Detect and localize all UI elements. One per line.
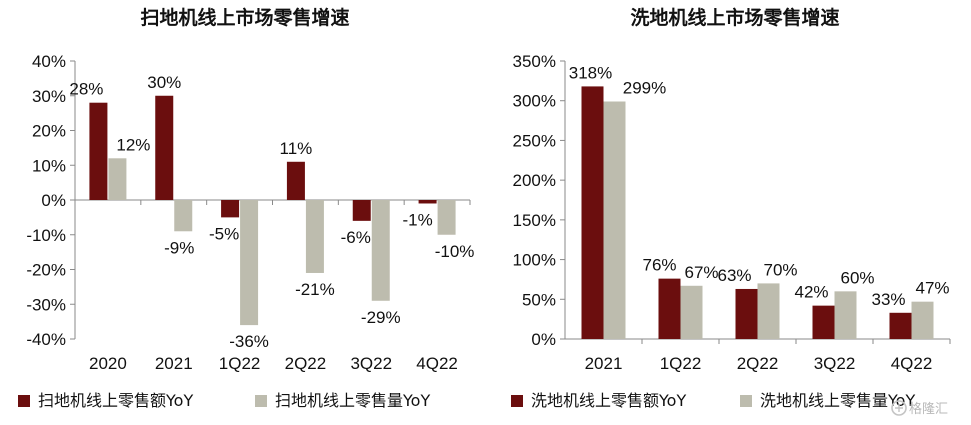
x-tick-label: 2Q22 [285,354,327,373]
bar-amount [658,278,681,339]
bar-amount [286,161,305,200]
data-label: 76% [642,256,676,275]
bar-volume [108,158,127,200]
bar-amount [735,288,758,339]
data-label: -36% [229,332,269,351]
data-label: 11% [280,139,313,158]
data-label: 63% [717,266,751,285]
legend-swatch [740,395,752,407]
legend-swatch [18,395,30,407]
bar-volume [174,200,193,232]
y-tick-label: -30% [26,295,66,314]
data-label: 12% [116,135,150,154]
bar-amount [889,312,912,339]
y-tick-label: 0% [531,330,556,349]
chart-1: 扫地机线上市场零售增速 40% 30% 20% 10% 0% -10% -20% -30% -40… [18,6,474,410]
data-label: 318% [569,63,612,82]
x-tick-label: 1Q22 [219,354,261,373]
data-label: -5% [209,224,239,243]
data-label: 299% [623,79,666,98]
y-tick-label: -20% [26,261,66,280]
data-label: -21% [295,280,335,299]
y-tick-label: 10% [32,156,66,175]
bar-volume [834,291,857,339]
data-label: 67% [684,263,718,282]
y-tick-label: 350% [513,52,556,71]
bar-volume [305,200,324,273]
gelonghui-logo-icon [891,400,907,416]
bar-volume [371,200,390,301]
x-tick-label: 2021 [585,354,623,373]
y-tick-label: 50% [522,290,556,309]
data-label: 33% [871,290,905,309]
data-label: 42% [794,283,828,302]
y-tick-label: -10% [26,226,66,245]
watermark-text: 格隆汇 [909,401,948,417]
data-label: -29% [361,308,401,327]
data-label: -1% [402,210,432,229]
bar-amount [352,200,371,221]
data-label: 70% [763,260,797,279]
data-label: -10% [435,242,475,261]
data-label: -6% [341,228,371,247]
x-tick-label: 4Q22 [891,354,933,373]
bar-amount [812,305,835,339]
x-tick-label: 4Q22 [416,354,458,373]
data-label: 30% [147,73,181,92]
bar-amount [221,200,240,218]
data-label: 47% [915,279,949,298]
legend-label: 扫地机线上零售量YoY [275,391,430,410]
bar-amount [155,95,174,200]
x-tick-label: 1Q22 [660,354,702,373]
y-tick-label: 300% [513,92,556,111]
data-label: -9% [164,238,194,257]
bar-amount [581,86,604,339]
bar-amount [89,102,108,200]
bar-volume [603,101,626,339]
y-tick-label: 200% [513,171,556,190]
charts-layer: 扫地机线上市场零售增速 40% 30% 20% 10% 0% -10% -20% -30% -40… [18,6,951,410]
x-tick-label: 2021 [155,354,193,373]
legend-label: 洗地机线上零售量YoY [760,391,915,410]
x-tick-label: 2020 [89,354,127,373]
y-tick-label: 250% [513,131,556,150]
bar-volume [437,200,456,235]
chart-2: 洗地机线上市场零售增速 350% 300% 250% 200% 150% 100% 50% 0%… [511,6,951,410]
x-tick-label: 2Q22 [737,354,779,373]
chart-title: 扫地机线上市场零售增速 [140,6,349,29]
y-tick-label: 100% [513,251,556,270]
data-label: 28% [69,80,103,99]
x-tick-label: 3Q22 [350,354,392,373]
y-tick-label: 20% [32,122,66,141]
bar-volume [240,200,259,326]
y-tick-label: -40% [26,330,66,349]
bar-amount [418,200,437,204]
x-tick-label: 3Q22 [814,354,856,373]
y-tick-label: 30% [32,87,66,106]
y-tick-label: 0% [41,191,66,210]
legend-label: 扫地机线上零售额YoY [38,391,193,410]
legend-label: 洗地机线上零售额YoY [531,391,686,410]
chart-title: 洗地机线上市场零售增速 [630,6,839,29]
y-tick-label: 40% [32,52,66,71]
legend-swatch [255,395,267,407]
watermark: 格隆汇 [891,400,948,417]
bar-volume [680,285,703,339]
bar-volume [757,283,780,339]
bar-volume [911,301,934,339]
data-label: 60% [840,268,874,287]
legend-swatch [511,395,523,407]
y-tick-label: 150% [513,211,556,230]
